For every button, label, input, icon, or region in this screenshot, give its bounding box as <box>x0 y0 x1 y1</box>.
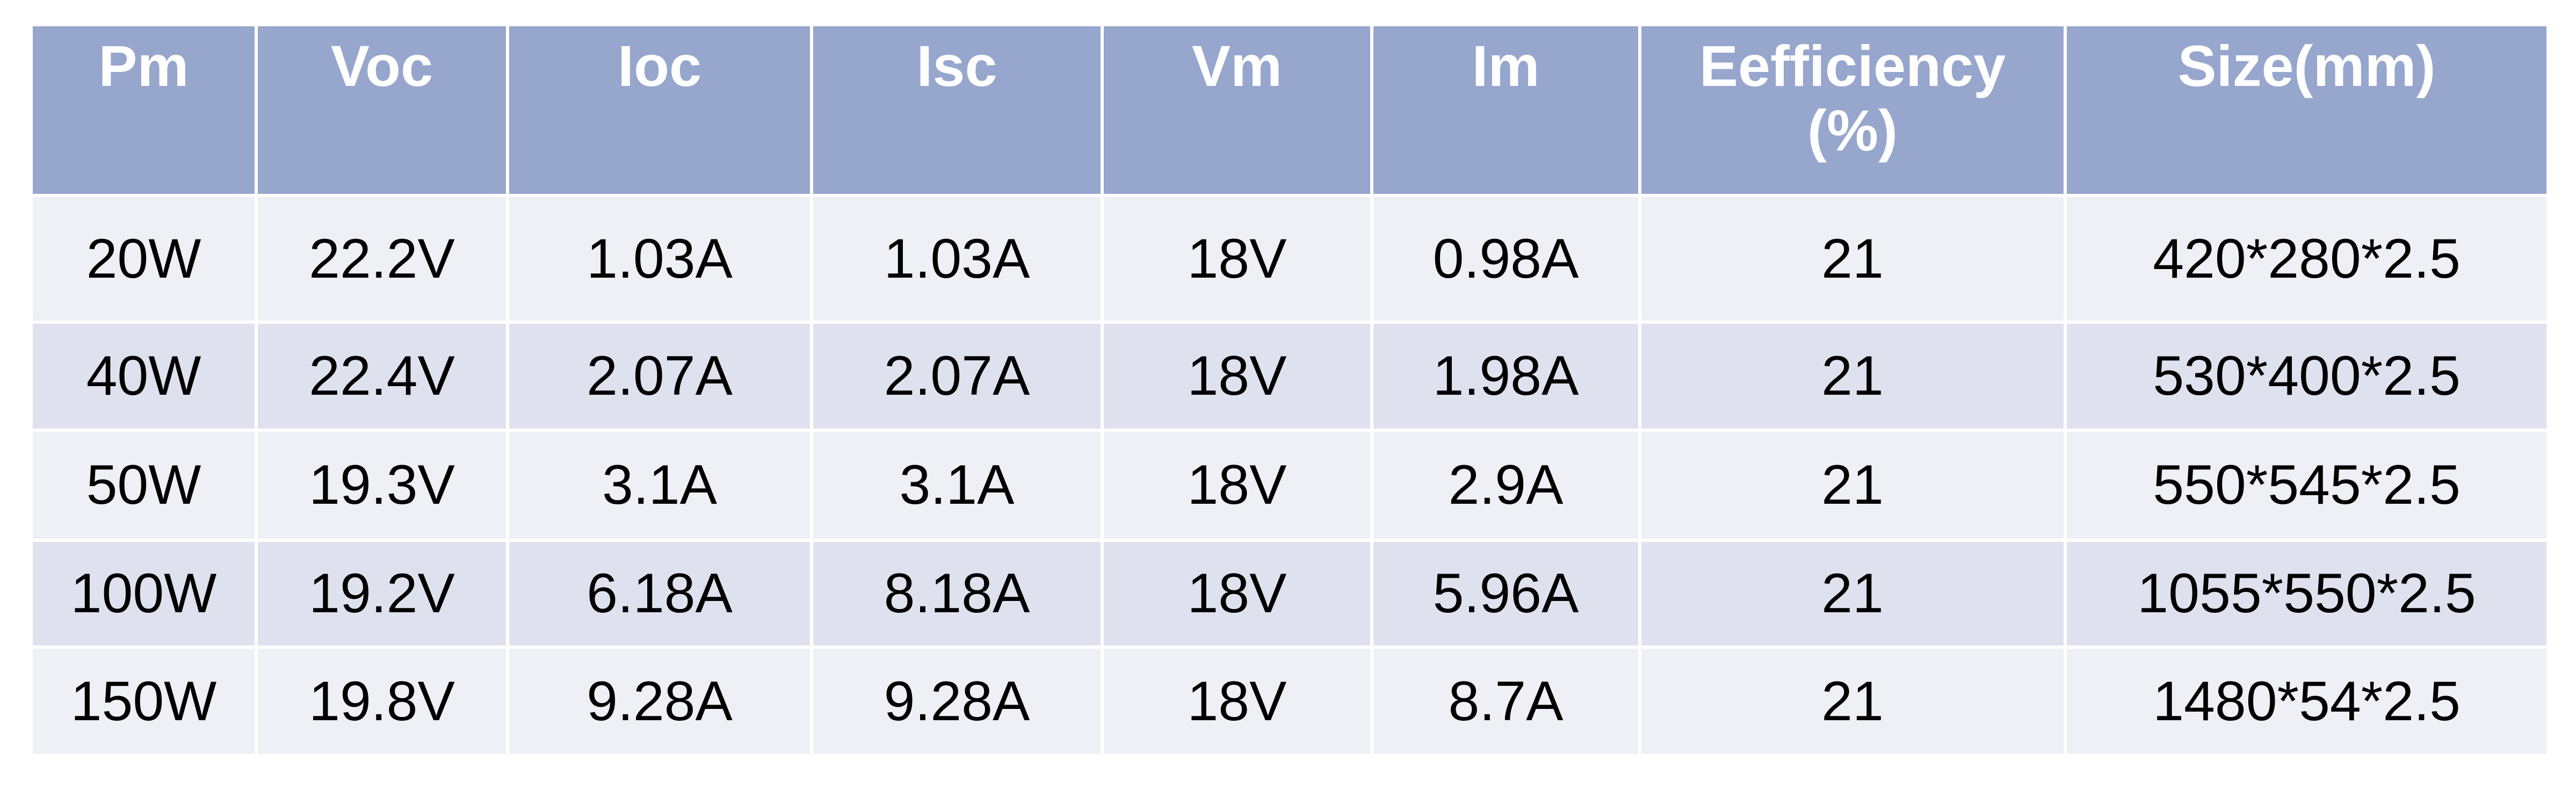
table-cell: 21 <box>1638 646 2067 757</box>
table-cell: 50W <box>30 429 258 542</box>
table-cell: 3.1A <box>810 429 1104 542</box>
table-cell: 22.2V <box>255 194 509 324</box>
table-cell: 18V <box>1101 429 1373 542</box>
table-cell: 2.07A <box>506 321 813 432</box>
table-cell: 21 <box>1638 321 2067 432</box>
table-cell: 9.28A <box>506 646 813 757</box>
table-cell: 3.1A <box>506 429 813 542</box>
header-row: Pm Voc Ioc Isc Vm Im Eefficiency (%) Size(mm) <box>30 23 2550 197</box>
header-cell: Size(mm) <box>2064 23 2550 197</box>
table-cell: 2.07A <box>810 321 1104 432</box>
table-cell: 1055*550*2.5 <box>2064 539 2550 649</box>
table-cell: 21 <box>1638 429 2067 542</box>
table-cell: 550*545*2.5 <box>2064 429 2550 542</box>
table-cell: 5.96A <box>1370 539 1641 649</box>
table-cell: 9.28A <box>810 646 1104 757</box>
table-row: 40W 22.4V 2.07A 2.07A 18V 1.98A 21 530*400*2.5 <box>30 321 2550 432</box>
table-cell: 150W <box>30 646 258 757</box>
table-cell: 2.9A <box>1370 429 1641 542</box>
table-container: Pm Voc Ioc Isc Vm Im Eefficiency (%) Size(mm) 2… <box>30 23 2550 757</box>
table-cell: 20W <box>30 194 258 324</box>
header-cell: Pm <box>30 23 258 197</box>
table-cell: 21 <box>1638 539 2067 649</box>
table-cell: 18V <box>1101 321 1373 432</box>
table-cell: 420*280*2.5 <box>2064 194 2550 324</box>
table-row: 20W 22.2V 1.03A 1.03A 18V 0.98A 21 420*280*2.5 <box>30 194 2550 324</box>
table-cell: 18V <box>1101 646 1373 757</box>
table-cell: 0.98A <box>1370 194 1641 324</box>
table-row: 50W 19.3V 3.1A 3.1A 18V 2.9A 21 550*545*2.5 <box>30 429 2550 542</box>
table-cell: 1.03A <box>810 194 1104 324</box>
table-cell: 22.4V <box>255 321 509 432</box>
table-cell: 18V <box>1101 194 1373 324</box>
table-cell: 19.3V <box>255 429 509 542</box>
table-cell: 19.2V <box>255 539 509 649</box>
table-cell: 1.98A <box>1370 321 1641 432</box>
header-cell: Isc <box>810 23 1104 197</box>
table-cell: 1.03A <box>506 194 813 324</box>
table-cell: 18V <box>1101 539 1373 649</box>
header-cell: Ioc <box>506 23 813 197</box>
table-cell: 21 <box>1638 194 2067 324</box>
table-cell: 530*400*2.5 <box>2064 321 2550 432</box>
header-cell: Eefficiency (%) <box>1638 23 2067 197</box>
table-body: 20W 22.2V 1.03A 1.03A 18V 0.98A 21 420*280*2.5 4… <box>30 194 2550 757</box>
header-cell: Vm <box>1101 23 1373 197</box>
header-cell: Im <box>1370 23 1641 197</box>
table-cell: 1480*54*2.5 <box>2064 646 2550 757</box>
table-cell: 100W <box>30 539 258 649</box>
header-cell: Voc <box>255 23 509 197</box>
table-cell: 8.18A <box>810 539 1104 649</box>
spec-table: Pm Voc Ioc Isc Vm Im Eefficiency (%) Size(mm) 2… <box>30 23 2550 757</box>
table-cell: 8.7A <box>1370 646 1641 757</box>
table-row: 150W 19.8V 9.28A 9.28A 18V 8.7A 21 1480*54*2.5 <box>30 646 2550 757</box>
table-cell: 40W <box>30 321 258 432</box>
table-cell: 6.18A <box>506 539 813 649</box>
table-cell: 19.8V <box>255 646 509 757</box>
table-row: 100W 19.2V 6.18A 8.18A 18V 5.96A 21 1055*550*2.… <box>30 539 2550 649</box>
